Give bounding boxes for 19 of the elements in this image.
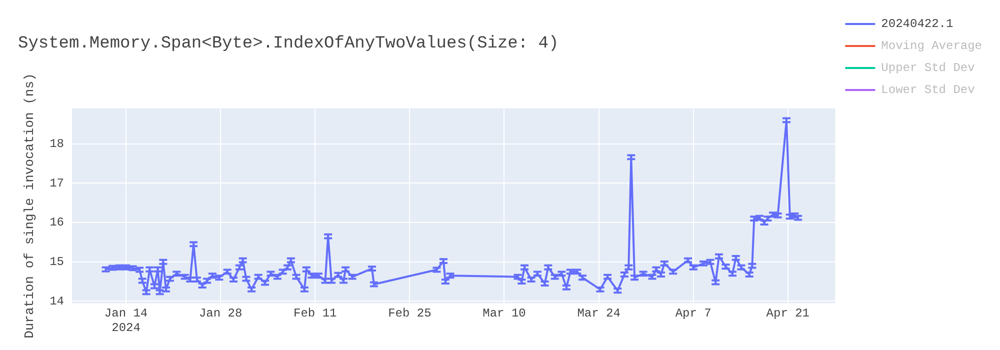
legend-label: 20240422.1 [881, 17, 954, 32]
x-tick-label: Jan 14 2024 [104, 306, 148, 335]
legend-label: Lower Std Dev [881, 83, 975, 98]
y-tick-label: 18 [50, 136, 64, 151]
chart-title: System.Memory.Span<Byte>.IndexOfAnyTwoValues(Size: 4) [18, 34, 559, 54]
y-tick-label: 15 [50, 255, 64, 270]
x-tick-label: Feb 11 [294, 306, 337, 321]
y-tick-label: 14 [50, 294, 64, 308]
x-tick-label: Mar 24 [577, 306, 620, 321]
x-tick-label: Feb 25 [388, 306, 432, 321]
x-tick-label: Mar 10 [482, 306, 526, 321]
y-axis-title: Duration of single invocation (ns) [22, 73, 38, 338]
x-tick-label: Jan 28 [198, 306, 242, 321]
legend-label: Moving Average [881, 39, 982, 54]
y-tick-label: 17 [50, 176, 64, 190]
x-tick-label: Apr 7 [675, 306, 712, 321]
x-tick-label: Apr 21 [766, 306, 810, 321]
legend-label: Upper Std Dev [881, 61, 975, 76]
y-tick-label: 16 [50, 216, 64, 230]
